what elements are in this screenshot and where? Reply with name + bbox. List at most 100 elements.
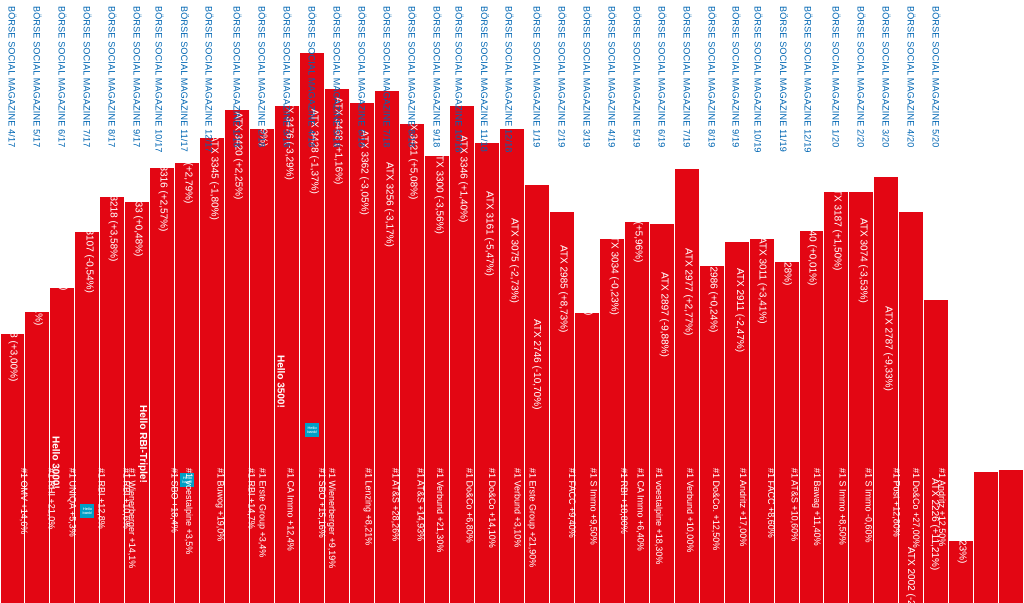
stock-label-1: #1 Verbund +3,10% xyxy=(512,468,522,547)
issue-label: BÖRSE SOCIAL MAGAZINE 7/17 xyxy=(82,6,92,147)
stock-label-1: #1 OMV +14,6% xyxy=(19,468,29,534)
issue-label: BÖRSE SOCIAL MAGAZINE 12/18 xyxy=(503,6,513,153)
stock-label-1: #1 Buwog +19,0% xyxy=(216,468,226,541)
issue-label: BÖRSE SOCIAL MAGAZINE 11/19 xyxy=(778,6,788,152)
stock-label-1: #1 RBI +14,7% xyxy=(247,468,257,529)
bar-fill xyxy=(25,312,49,603)
atx-label: ATX 3161 (-5,47%) xyxy=(483,191,494,276)
atx-label: ATX 2911 (-2,47%) xyxy=(733,268,744,352)
issue-label: BÖRSE SOCIAL MAGAZINE 7/19 xyxy=(681,6,691,147)
issue-label: BÖRSE SOCIAL MAGAZINE 3/19 xyxy=(581,6,591,147)
issue-label: BÖRSE SOCIAL MAGAZINE 1/18 xyxy=(231,6,241,147)
atx-label: ATX 3233 (+0,48%) xyxy=(133,169,144,256)
stock-label-1: #1 Do&Co +6,80% xyxy=(464,468,474,543)
issue-label: BÖRSE SOCIAL MAGAZINE 4/17 xyxy=(7,6,17,147)
issue-label: BÖRSE SOCIAL MAGAZINE 1/20 xyxy=(831,6,841,147)
atx-label: ATX 3187 (+1,50%) xyxy=(832,183,843,270)
issue-label: BÖRSE SOCIAL MAGAZINE 2/19 xyxy=(556,6,566,147)
stock-label-1: #1 UNIQA +5,3% xyxy=(68,468,78,537)
highlight-label: Hello 3500! xyxy=(275,355,286,408)
stock-label-1: #1 Andritz +12,50% xyxy=(937,468,947,546)
issue-label: BÖRSE SOCIAL MAGAZINE 9/18 xyxy=(431,6,441,147)
stock-label-1: #1 AT&S +14,93% xyxy=(415,468,425,541)
bar-40: BÖRSE SOCIAL MAGAZINE 5/20ATX 2232 (+0,2… xyxy=(999,0,1023,603)
atx-label: ATX 2002 (-28,19%) xyxy=(905,547,916,603)
atx-label: ATX 2897 (-9,88%) xyxy=(658,272,669,357)
atx-label: ATX 2232 (+0,23%) xyxy=(957,476,968,563)
issue-label: BÖRSE SOCIAL MAGAZINE 8/18 xyxy=(406,6,416,147)
stock-label-1: #1 FACC +9,40% xyxy=(567,468,577,538)
issue-label: BÖRSE SOCIAL MAGAZINE 11/17 xyxy=(179,6,189,152)
bar-fill xyxy=(974,472,998,603)
stock-label-1: #1 S Immo +8,50% xyxy=(838,468,848,545)
issue-label: BÖRSE SOCIAL MAGAZINE 4/20 xyxy=(906,6,916,147)
stock-label-1: #1 Verbund +21,30% xyxy=(435,468,445,552)
bar-fill xyxy=(575,313,599,603)
atx-label: ATX 3218 (+3,58%) xyxy=(108,174,119,261)
issue-label: BÖRSE SOCIAL MAGAZINE 10/17 xyxy=(154,6,164,153)
hello-badge-icon: Hello bank! xyxy=(80,504,94,518)
issue-label: BÖRSE SOCIAL MAGAZINE 2/18 xyxy=(256,6,266,147)
stock-label-1: #1 S Immo +9,50% xyxy=(588,468,598,545)
stock-label-1: #1 SBO +15,16% xyxy=(317,468,327,538)
bar-39: BÖRSE SOCIAL MAGAZINE 4/20ATX 2226 (+11,… xyxy=(974,0,998,603)
highlight-label: Hello RBI-Triple! xyxy=(137,405,148,483)
stock-label-1: #1 RBI +18,80% xyxy=(619,468,629,534)
bar-fill xyxy=(150,168,174,603)
atx-label: ATX 3300 (-3,56%) xyxy=(433,149,444,234)
issue-label: BÖRSE SOCIAL MAGAZINE 3/18 xyxy=(281,6,291,147)
issue-label: BÖRSE SOCIAL MAGAZINE 5/20 xyxy=(931,6,941,147)
stock-label-1: #1 Do&Co +14,10% xyxy=(487,468,497,548)
stock-label-1: #1 voestalpine +18,30% xyxy=(653,468,663,564)
issue-label: BÖRSE SOCIAL MAGAZINE 8/17 xyxy=(107,6,117,147)
stock-label-1: #1 CA Immo +6,40% xyxy=(635,468,645,551)
atx-label: ATX 3107 (-0,54%) xyxy=(84,208,95,293)
hello-badge-icon: Hello bank! xyxy=(305,423,319,437)
stock-label-1: #1 Wienerberger +9,19% xyxy=(327,468,337,568)
atx-label: ATX 2986 (+0,24%) xyxy=(707,245,718,332)
stock-label-1: #1 FACC +8,60% xyxy=(767,468,777,538)
atx-label: ATX 3124 (+3,77%) xyxy=(58,203,69,290)
stock-label-1: #1 SBO +18,4% xyxy=(170,468,180,533)
atx-bar-chart: BÖRSE SOCIAL MAGAZINE 1/17ATX 2676 (+2,2… xyxy=(0,0,1024,603)
atx-label: ATX 3256 (-3,17%) xyxy=(384,162,395,247)
issue-label: BÖRSE SOCIAL MAGAZINE 12/19 xyxy=(803,6,813,153)
issue-label: BÖRSE SOCIAL MAGAZINE 5/17 xyxy=(32,6,42,147)
atx-label: ATX 2828 (+3,00%) xyxy=(8,294,19,381)
issue-label: BÖRSE SOCIAL MAGAZINE 8/19 xyxy=(706,6,716,147)
stock-label-1: #1 AT&S +10,60% xyxy=(790,468,800,541)
atx-label: ATX 3074 (-3,53%) xyxy=(858,218,869,303)
stock-label-1: #1 voestalpine +3,5% xyxy=(184,468,194,554)
atx-label: ATX 3010 (+6,41%) xyxy=(33,238,44,325)
atx-label: ATX 2985 (+8,73%) xyxy=(557,245,568,332)
issue-label: BÖRSE SOCIAL MAGAZINE 6/18 xyxy=(356,6,366,147)
issue-label: BÖRSE SOCIAL MAGAZINE 10/18 xyxy=(454,6,464,153)
issue-label: BÖRSE SOCIAL MAGAZINE 5/19 xyxy=(631,6,641,147)
stock-label-1: #1 S Immo -0,60% xyxy=(864,468,874,543)
issue-label: BÖRSE SOCIAL MAGAZINE 3/20 xyxy=(881,6,891,147)
stock-label-1: #1 Bawag +11,40% xyxy=(813,468,823,546)
stock-label-1: #1 CA Immo +12,4% xyxy=(286,468,296,551)
atx-label: ATX 3034 (-0,23%) xyxy=(608,230,619,315)
atx-label: ATX 3140 (+4,28%) xyxy=(782,198,793,285)
stock-label-1: #1 AT&S +28,26% xyxy=(390,468,400,541)
stock-label-1: #1 RHI +21,0% xyxy=(47,468,57,529)
atx-label: ATX 2977 (+2,77%) xyxy=(682,248,693,335)
atx-label: ATX 3140 (+0,01%) xyxy=(807,198,818,285)
atx-label: ATX 2746 (-10,70%) xyxy=(531,319,542,409)
issue-label: BÖRSE SOCIAL MAGAZINE 5/18 xyxy=(331,6,341,147)
stock-label-1: #1 Andritz +17,00% xyxy=(737,468,747,546)
issue-label: BÖRSE SOCIAL MAGAZINE 10/19 xyxy=(753,6,763,153)
issue-label: BÖRSE SOCIAL MAGAZINE 4/19 xyxy=(606,6,616,147)
issue-label: BÖRSE SOCIAL MAGAZINE 6/19 xyxy=(656,6,666,147)
issue-label: BÖRSE SOCIAL MAGAZINE 4/18 xyxy=(306,6,316,147)
atx-label: ATX 3075 (-2,73%) xyxy=(508,218,519,303)
stock-label-1: #1 Do&Co +27,00% xyxy=(911,468,921,548)
stock-label-1: #1 Do&Co. +12,50% xyxy=(710,468,720,550)
atx-label: ATX 3215 (+5,96%) xyxy=(632,175,643,262)
stock-label-1: #1 Verbund +10,00% xyxy=(684,468,694,552)
issue-label: BÖRSE SOCIAL MAGAZINE 11/18 xyxy=(479,6,489,152)
stock-label-1: #1 Post +12,80% xyxy=(892,468,902,537)
stock-label-1: #1 Wienerberger +14,1% xyxy=(127,468,137,568)
issue-label: BÖRSE SOCIAL MAGAZINE 9/19 xyxy=(731,6,741,147)
